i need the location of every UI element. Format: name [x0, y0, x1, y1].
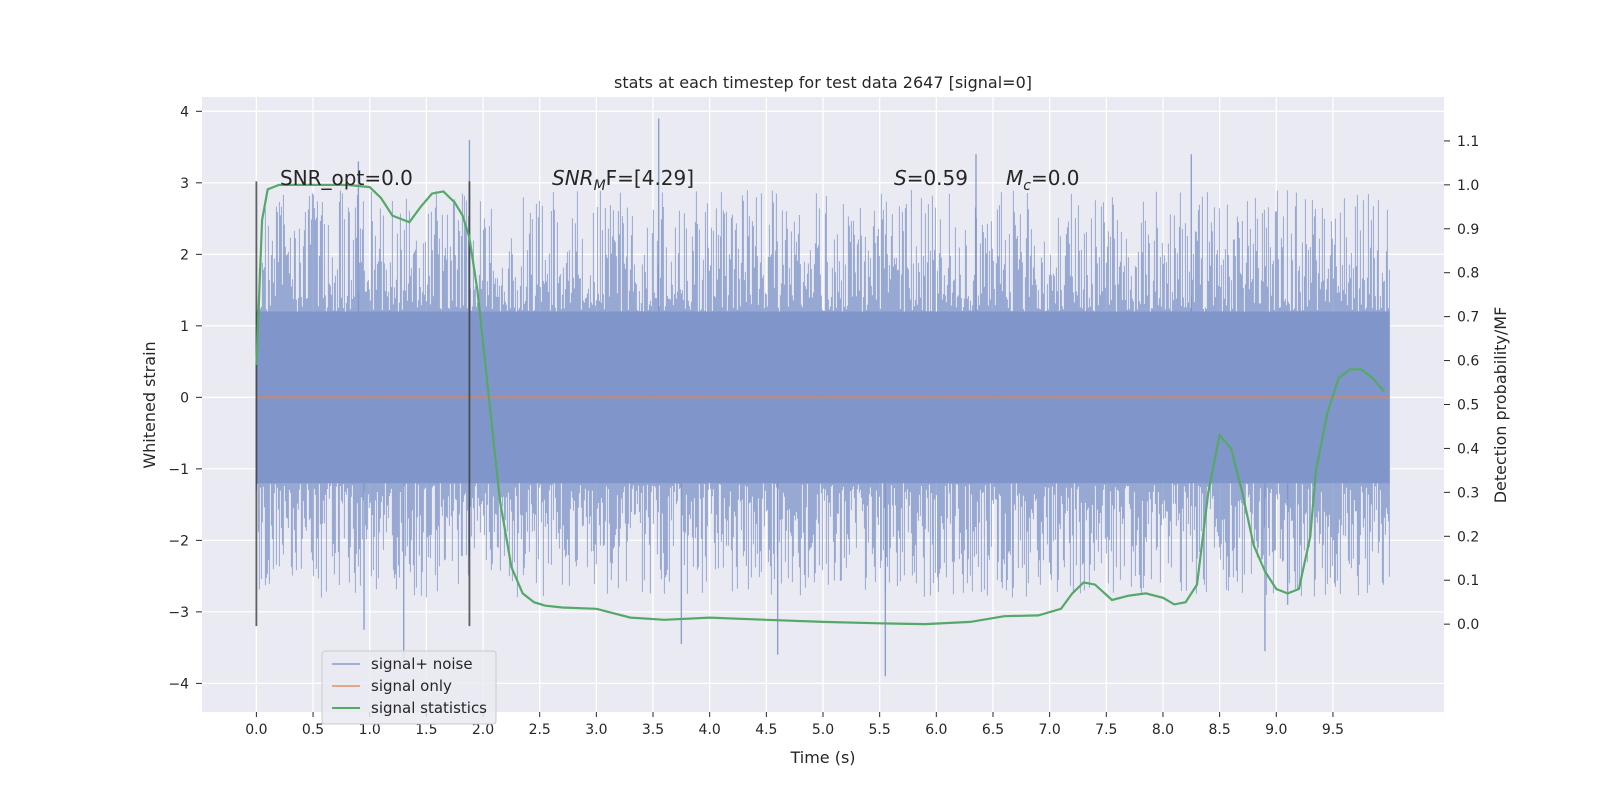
y2-tick-label: 0.6: [1457, 354, 1479, 370]
vertical-markers: [255, 181, 471, 627]
chart-title: stats at each timestep for test data 264…: [614, 73, 1032, 92]
y-axis-label: Whitened strain: [140, 341, 159, 468]
x-tick-label: 0.5: [302, 722, 324, 738]
x-tick-label: 6.5: [982, 722, 1004, 738]
x-tick-label: 4.5: [755, 722, 777, 738]
x-tick-label: 2.0: [472, 722, 494, 738]
snr-mf-annotation: SNRMF=[4.29]: [552, 166, 694, 194]
x-tick-label: 3.0: [585, 722, 607, 738]
x-tick-label: 5.0: [812, 722, 834, 738]
legend-label-noise: signal+ noise: [371, 655, 473, 673]
y2-tick-label: 1.0: [1457, 178, 1479, 194]
y-tick-label: −3: [168, 605, 189, 621]
y2-tick-label: 0.4: [1457, 441, 1479, 457]
snr-opt-annotation: SNR_opt=0.0: [280, 166, 413, 190]
x-tick-label: 9.0: [1265, 722, 1287, 738]
y-tick-label: 2: [180, 247, 189, 263]
y-axis-ticks: 4 3 2 1 0 −1 −2 −3 −4: [168, 104, 202, 692]
x-tick-label: 5.5: [869, 722, 891, 738]
x-tick-label: 4.0: [699, 722, 721, 738]
y2-tick-label: 0.2: [1457, 529, 1479, 545]
y2-axis-ticks: 1.1 1.0 0.9 0.8 0.7 0.6 0.5 0.4 0.3 0.2 0.1 0.0: [1444, 134, 1479, 633]
y2-tick-label: 0.5: [1457, 398, 1479, 414]
x-tick-label: 9.5: [1322, 722, 1344, 738]
y-tick-label: 1: [180, 319, 189, 335]
y2-tick-label: 0.7: [1457, 310, 1479, 326]
y-tick-label: 0: [180, 390, 189, 406]
legend-label-stats: signal statistics: [371, 699, 487, 717]
x-tick-label: 7.5: [1095, 722, 1117, 738]
legend-label-signal: signal only: [371, 677, 452, 695]
y-tick-label: −1: [168, 462, 189, 478]
y-tick-label: 4: [180, 104, 189, 120]
y2-tick-label: 0.0: [1457, 617, 1479, 633]
x-tick-label: 6.0: [925, 722, 947, 738]
y2-tick-label: 0.8: [1457, 266, 1479, 282]
x-axis-label: Time (s): [789, 748, 855, 767]
legend: signal+ noise signal only signal statist…: [321, 650, 497, 725]
legend-box: [321, 650, 497, 725]
x-tick-label: 3.5: [642, 722, 664, 738]
y-tick-label: −2: [168, 533, 189, 549]
y-tick-label: 3: [180, 176, 189, 192]
y2-axis-label: Detection probability/MF: [1491, 307, 1510, 504]
mc-annotation: Mc=0.0: [1006, 166, 1080, 194]
x-tick-label: 7.0: [1039, 722, 1061, 738]
y2-tick-label: 0.3: [1457, 485, 1479, 501]
x-tick-label: 8.5: [1208, 722, 1230, 738]
x-tick-label: 0.0: [245, 722, 267, 738]
x-tick-label: 1.5: [415, 722, 437, 738]
x-tick-label: 8.0: [1152, 722, 1174, 738]
signal-statistics-line: [255, 183, 1385, 626]
y-tick-label: −4: [168, 676, 189, 692]
x-tick-label: 1.0: [359, 722, 381, 738]
y2-tick-label: 0.1: [1457, 573, 1479, 589]
x-axis-ticks: 0.0 0.5 1.0 1.5 2.0 2.5 3.0 3.5 4.0 4.5 5.0 5.5 6.0 6…: [245, 712, 1344, 738]
x-tick-label: 2.5: [529, 722, 551, 738]
y2-tick-label: 1.1: [1457, 134, 1479, 150]
s-annotation: S=0.59: [894, 166, 968, 190]
y2-tick-label: 0.9: [1457, 222, 1479, 238]
